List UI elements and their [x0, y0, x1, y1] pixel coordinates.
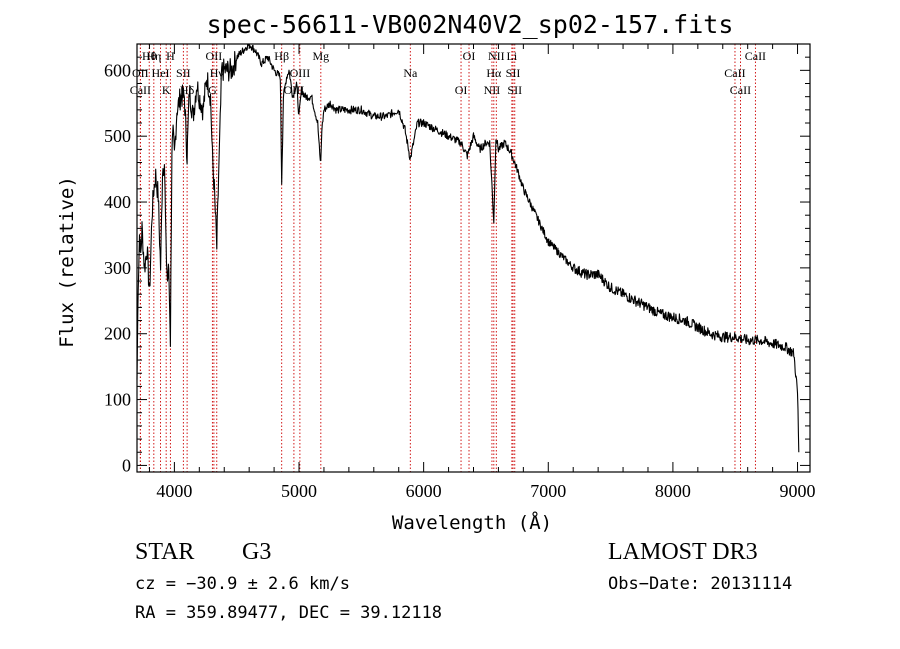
- spectral-line-labels: HθOIICaIIHηHeIKHSIIHδOIIHγGHβOIIIOIIIMgN…: [130, 49, 766, 97]
- spectral-line-label: CaII: [724, 66, 745, 80]
- spectral-line-label: Hη: [146, 49, 161, 63]
- y-tick-label: 100: [104, 390, 131, 410]
- plot-frame: [136, 43, 811, 473]
- y-tick-label: 500: [104, 126, 131, 146]
- spectral-line-label: OI: [455, 83, 468, 97]
- coordinates: RA = 359.89477, DEC = 39.12118: [135, 603, 443, 623]
- spectral-line-label: SII: [507, 83, 522, 97]
- spectral-line-label: OI: [463, 49, 476, 63]
- spectral-line-label: G: [208, 83, 217, 97]
- spectral-line-label: Na: [403, 66, 418, 80]
- y-tick-label: 300: [104, 258, 131, 278]
- spectral-line-markers: [139, 44, 756, 472]
- x-tick-label: 7000: [530, 481, 566, 501]
- y-tick-label: 200: [104, 324, 131, 344]
- spectral-line-label: Li: [507, 49, 518, 63]
- spectral-line-label: CaII: [130, 83, 151, 97]
- y-tick-label: 0: [122, 455, 131, 475]
- spectral-line-label: SII: [506, 66, 521, 80]
- x-axis-label: Wavelength (Å): [392, 511, 552, 534]
- spectral-line-label: NII: [488, 49, 505, 63]
- x-tick-label: 6000: [406, 481, 442, 501]
- spectral-line-label: Hθ: [142, 49, 157, 63]
- spectral-line-label: OIII: [290, 66, 311, 80]
- x-tick-label: 5000: [281, 481, 317, 501]
- y-tick-label: 600: [104, 60, 131, 80]
- y-axis-ticks: 0 100 200 300 400 500 600: [104, 56, 810, 475]
- spectral-line-label: Mg: [312, 49, 329, 63]
- spectral-line-label: OIII: [284, 83, 305, 97]
- spectral-line-label: CaII: [745, 49, 766, 63]
- observation-date: Obs−Date: 20131114: [608, 574, 793, 594]
- redshift-cz: cz = −30.9 ± 2.6 km/s: [135, 574, 350, 594]
- spectral-line-label: H: [166, 49, 175, 63]
- spectral-line-label: SII: [176, 66, 191, 80]
- spectral-line-label: HeI: [152, 66, 170, 80]
- spectral-line-label: K: [162, 83, 171, 97]
- spectral-line-label: NII: [484, 83, 501, 97]
- object-class: STAR: [135, 539, 195, 565]
- y-tick-label: 400: [104, 192, 131, 212]
- x-tick-label: 4000: [156, 481, 192, 501]
- survey-name: LAMOST DR3: [608, 539, 758, 565]
- chart-title: spec-56611-VB002N40V2_sp02-157.fits: [207, 10, 734, 39]
- spectrum-series-line: [136, 43, 800, 453]
- x-tick-label: 9000: [780, 481, 816, 501]
- spectral-line-label: Hα: [486, 66, 502, 80]
- spectral-line-label: OII: [132, 66, 149, 80]
- object-subclass: G3: [242, 539, 272, 565]
- y-axis-label: Flux (relative): [56, 176, 78, 348]
- spectral-line-label: OII: [206, 49, 223, 63]
- spectral-line-label: CaII: [730, 83, 751, 97]
- x-tick-label: 8000: [655, 481, 691, 501]
- spectral-line-label: Hβ: [274, 49, 289, 63]
- x-axis-ticks: 4000 5000 6000 7000 8000 9000: [148, 44, 816, 501]
